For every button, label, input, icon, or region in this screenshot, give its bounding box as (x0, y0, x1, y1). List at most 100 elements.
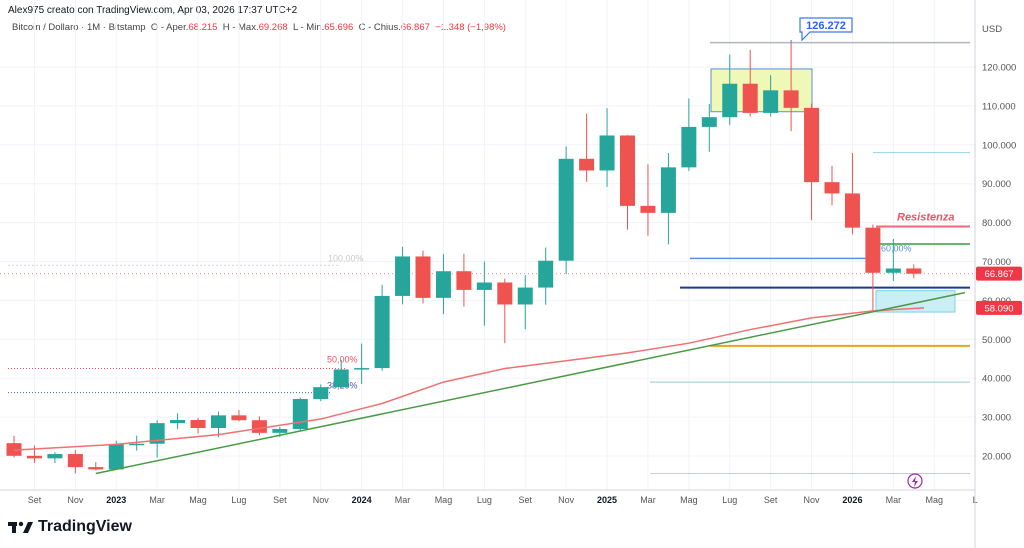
candle-down (620, 135, 635, 206)
trendline (95, 291, 966, 475)
y-tick-label: 80.000 (982, 218, 1011, 229)
candle-up (763, 90, 779, 113)
x-tick-label: Mag (435, 495, 453, 505)
x-tick-label: Nov (558, 495, 575, 505)
candle-up (538, 260, 554, 288)
ath-label: 126.272 (806, 20, 846, 32)
x-tick-label: Set (28, 495, 42, 505)
candle-up (149, 423, 165, 444)
tradingview-logo-icon (8, 521, 33, 533)
ma-price-tag: 58.090 (984, 303, 1013, 314)
candle-up (47, 454, 63, 459)
currency-label: USD (982, 24, 1002, 35)
change-value: −1.348 (−1,98%) (435, 22, 506, 33)
last-price-tag-bg (976, 266, 1022, 281)
chart-credit: Alex975 creato con TradingView.com, Apr … (8, 5, 298, 16)
candle-up (558, 158, 574, 261)
y-tick-label: 100.000 (982, 140, 1016, 151)
candle-up (354, 368, 370, 370)
ath-callout (799, 17, 853, 42)
candle-up (170, 420, 186, 424)
candle-up (599, 135, 615, 171)
resistance-label: Resistenza (897, 211, 954, 223)
y-tick-label: 50.000 (982, 335, 1011, 346)
y-tick-label: 120.000 (982, 63, 1016, 74)
candle-up (211, 415, 226, 428)
x-tick-label: 2025 (597, 495, 617, 505)
candle-down (415, 256, 431, 298)
close-value: 66.867 (400, 22, 430, 33)
y-tick-label: 110.000 (982, 101, 1016, 112)
fib-60-label: 60,00% (881, 243, 912, 253)
y-tick-label: 70.000 (982, 257, 1011, 268)
candle-up (108, 443, 124, 470)
y-tick-label: 90.000 (982, 179, 1011, 190)
y-tick-label: 20.000 (982, 452, 1011, 463)
candle-down (190, 420, 206, 428)
candle-up (435, 271, 451, 298)
candle-up (660, 167, 676, 213)
symbol-legend: Bitcoin / Dollaro · 1M · Bitstamp O - Ap… (12, 22, 506, 33)
y-tick-label: 30.000 (982, 413, 1011, 424)
y-tick-label: 40.000 (982, 374, 1011, 385)
candle-down (579, 158, 595, 171)
low-value: 65.696 (324, 22, 354, 33)
x-tick-label: Lug (477, 495, 492, 505)
candle-up (701, 117, 717, 127)
open-value: 68.215 (188, 22, 218, 33)
candle-down (844, 193, 860, 228)
x-tick-label: Lug (231, 495, 246, 505)
candle-down (783, 90, 799, 108)
x-tick-label: 2026 (842, 495, 862, 505)
x-tick-label: Set (764, 495, 778, 505)
x-tick-label: Set (518, 495, 532, 505)
x-tick-label: Mar (395, 495, 411, 505)
candle-up (129, 443, 145, 446)
logo-text: TradingView (38, 518, 132, 535)
candle-up (374, 295, 390, 369)
tradingview-logo: TradingView (8, 518, 132, 536)
x-tick-label: Nov (804, 495, 821, 505)
fib-50-label: 50,00% (327, 354, 358, 364)
low-label: L - Min. (292, 22, 325, 33)
candle-up (517, 287, 533, 305)
lightning-icon-glyph (912, 476, 918, 487)
x-tick-label: 2023 (106, 495, 126, 505)
high-value: 69.268 (258, 22, 288, 33)
x-tick-label: Mar (149, 495, 165, 505)
x-tick-label: Mar (640, 495, 656, 505)
candle-down (640, 205, 656, 213)
candle-up (885, 268, 901, 273)
candle-up (722, 83, 738, 118)
candle-up (292, 399, 308, 429)
ma-price-tag-bg (976, 300, 1022, 315)
x-tick-label: Lug (722, 495, 737, 505)
x-tick-label: Nov (67, 495, 84, 505)
candle-down (906, 268, 922, 274)
candle-up (476, 282, 492, 290)
candle-down (231, 415, 247, 421)
candle-up (681, 126, 697, 168)
candle-down (67, 454, 83, 468)
x-tick-label: Mag (189, 495, 207, 505)
candle-down (742, 83, 758, 113)
candle-down (804, 107, 820, 183)
x-tick-label: Nov (313, 495, 330, 505)
candle-down (865, 227, 881, 273)
x-tick-label: Set (273, 495, 287, 505)
candle-up (333, 369, 349, 388)
candle-up (313, 387, 329, 400)
candle-down (251, 420, 267, 433)
open-label: O - Aper. (150, 22, 189, 33)
candle-down (456, 271, 472, 290)
candle-up (395, 256, 411, 296)
fib-100-label: 100,00% (328, 253, 364, 263)
moving-average-line (13, 307, 925, 451)
candle-down (26, 455, 42, 459)
x-tick-label: Mag (925, 495, 943, 505)
symbol-name[interactable]: Bitcoin / Dollaro · 1M · Bitstamp (12, 22, 146, 33)
candle-down (497, 282, 513, 305)
candle-down (824, 182, 840, 194)
x-tick-label: 2024 (352, 495, 372, 505)
